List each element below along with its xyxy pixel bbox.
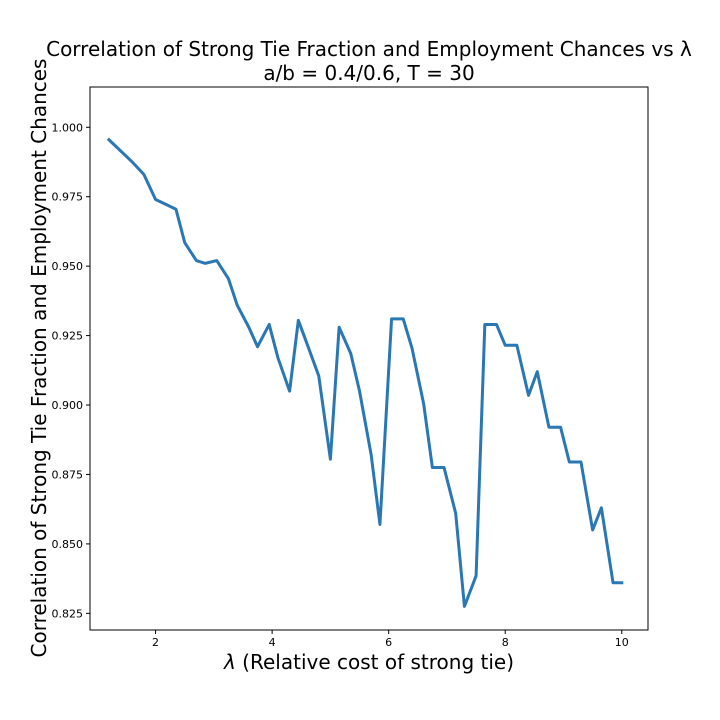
y-axis-label: Correlation of Strong Tie Fraction and E… bbox=[27, 59, 51, 658]
y-tick-label: 0.825 bbox=[52, 607, 84, 620]
x-tick-label: 10 bbox=[615, 636, 629, 649]
plot-area bbox=[106, 137, 624, 608]
y-tick-label: 0.925 bbox=[52, 330, 84, 343]
chart-title: Correlation of Strong Tie Fraction and E… bbox=[46, 37, 692, 61]
y-tick-label: 0.850 bbox=[52, 538, 84, 551]
chart-subtitle: a/b = 0.4/0.6, T = 30 bbox=[263, 61, 474, 85]
y-tick-label: 0.950 bbox=[52, 260, 84, 273]
plot-frame bbox=[89, 86, 649, 631]
y-tick-label: 0.875 bbox=[52, 468, 84, 481]
series-line-0 bbox=[106, 137, 624, 608]
x-tick-label: 8 bbox=[502, 636, 509, 649]
x-axis-label-text: (Relative cost of strong tie) bbox=[236, 650, 514, 674]
y-tick-label: 0.900 bbox=[52, 399, 84, 412]
x-tick-label: 2 bbox=[152, 636, 159, 649]
x-tick-label: 4 bbox=[269, 636, 276, 649]
x-axis-label: λ (Relative cost of strong tie) bbox=[223, 650, 514, 674]
y-axis: 0.825 0.850 0.875 0.900 0.925 0.950 0.975 1.000 bbox=[52, 121, 90, 620]
y-tick-label: 0.975 bbox=[52, 191, 84, 204]
x-axis-label-symbol: λ bbox=[223, 650, 236, 674]
y-tick-label: 1.000 bbox=[52, 121, 84, 134]
x-tick-label: 6 bbox=[385, 636, 392, 649]
x-axis: 2 4 6 8 10 bbox=[152, 630, 629, 649]
